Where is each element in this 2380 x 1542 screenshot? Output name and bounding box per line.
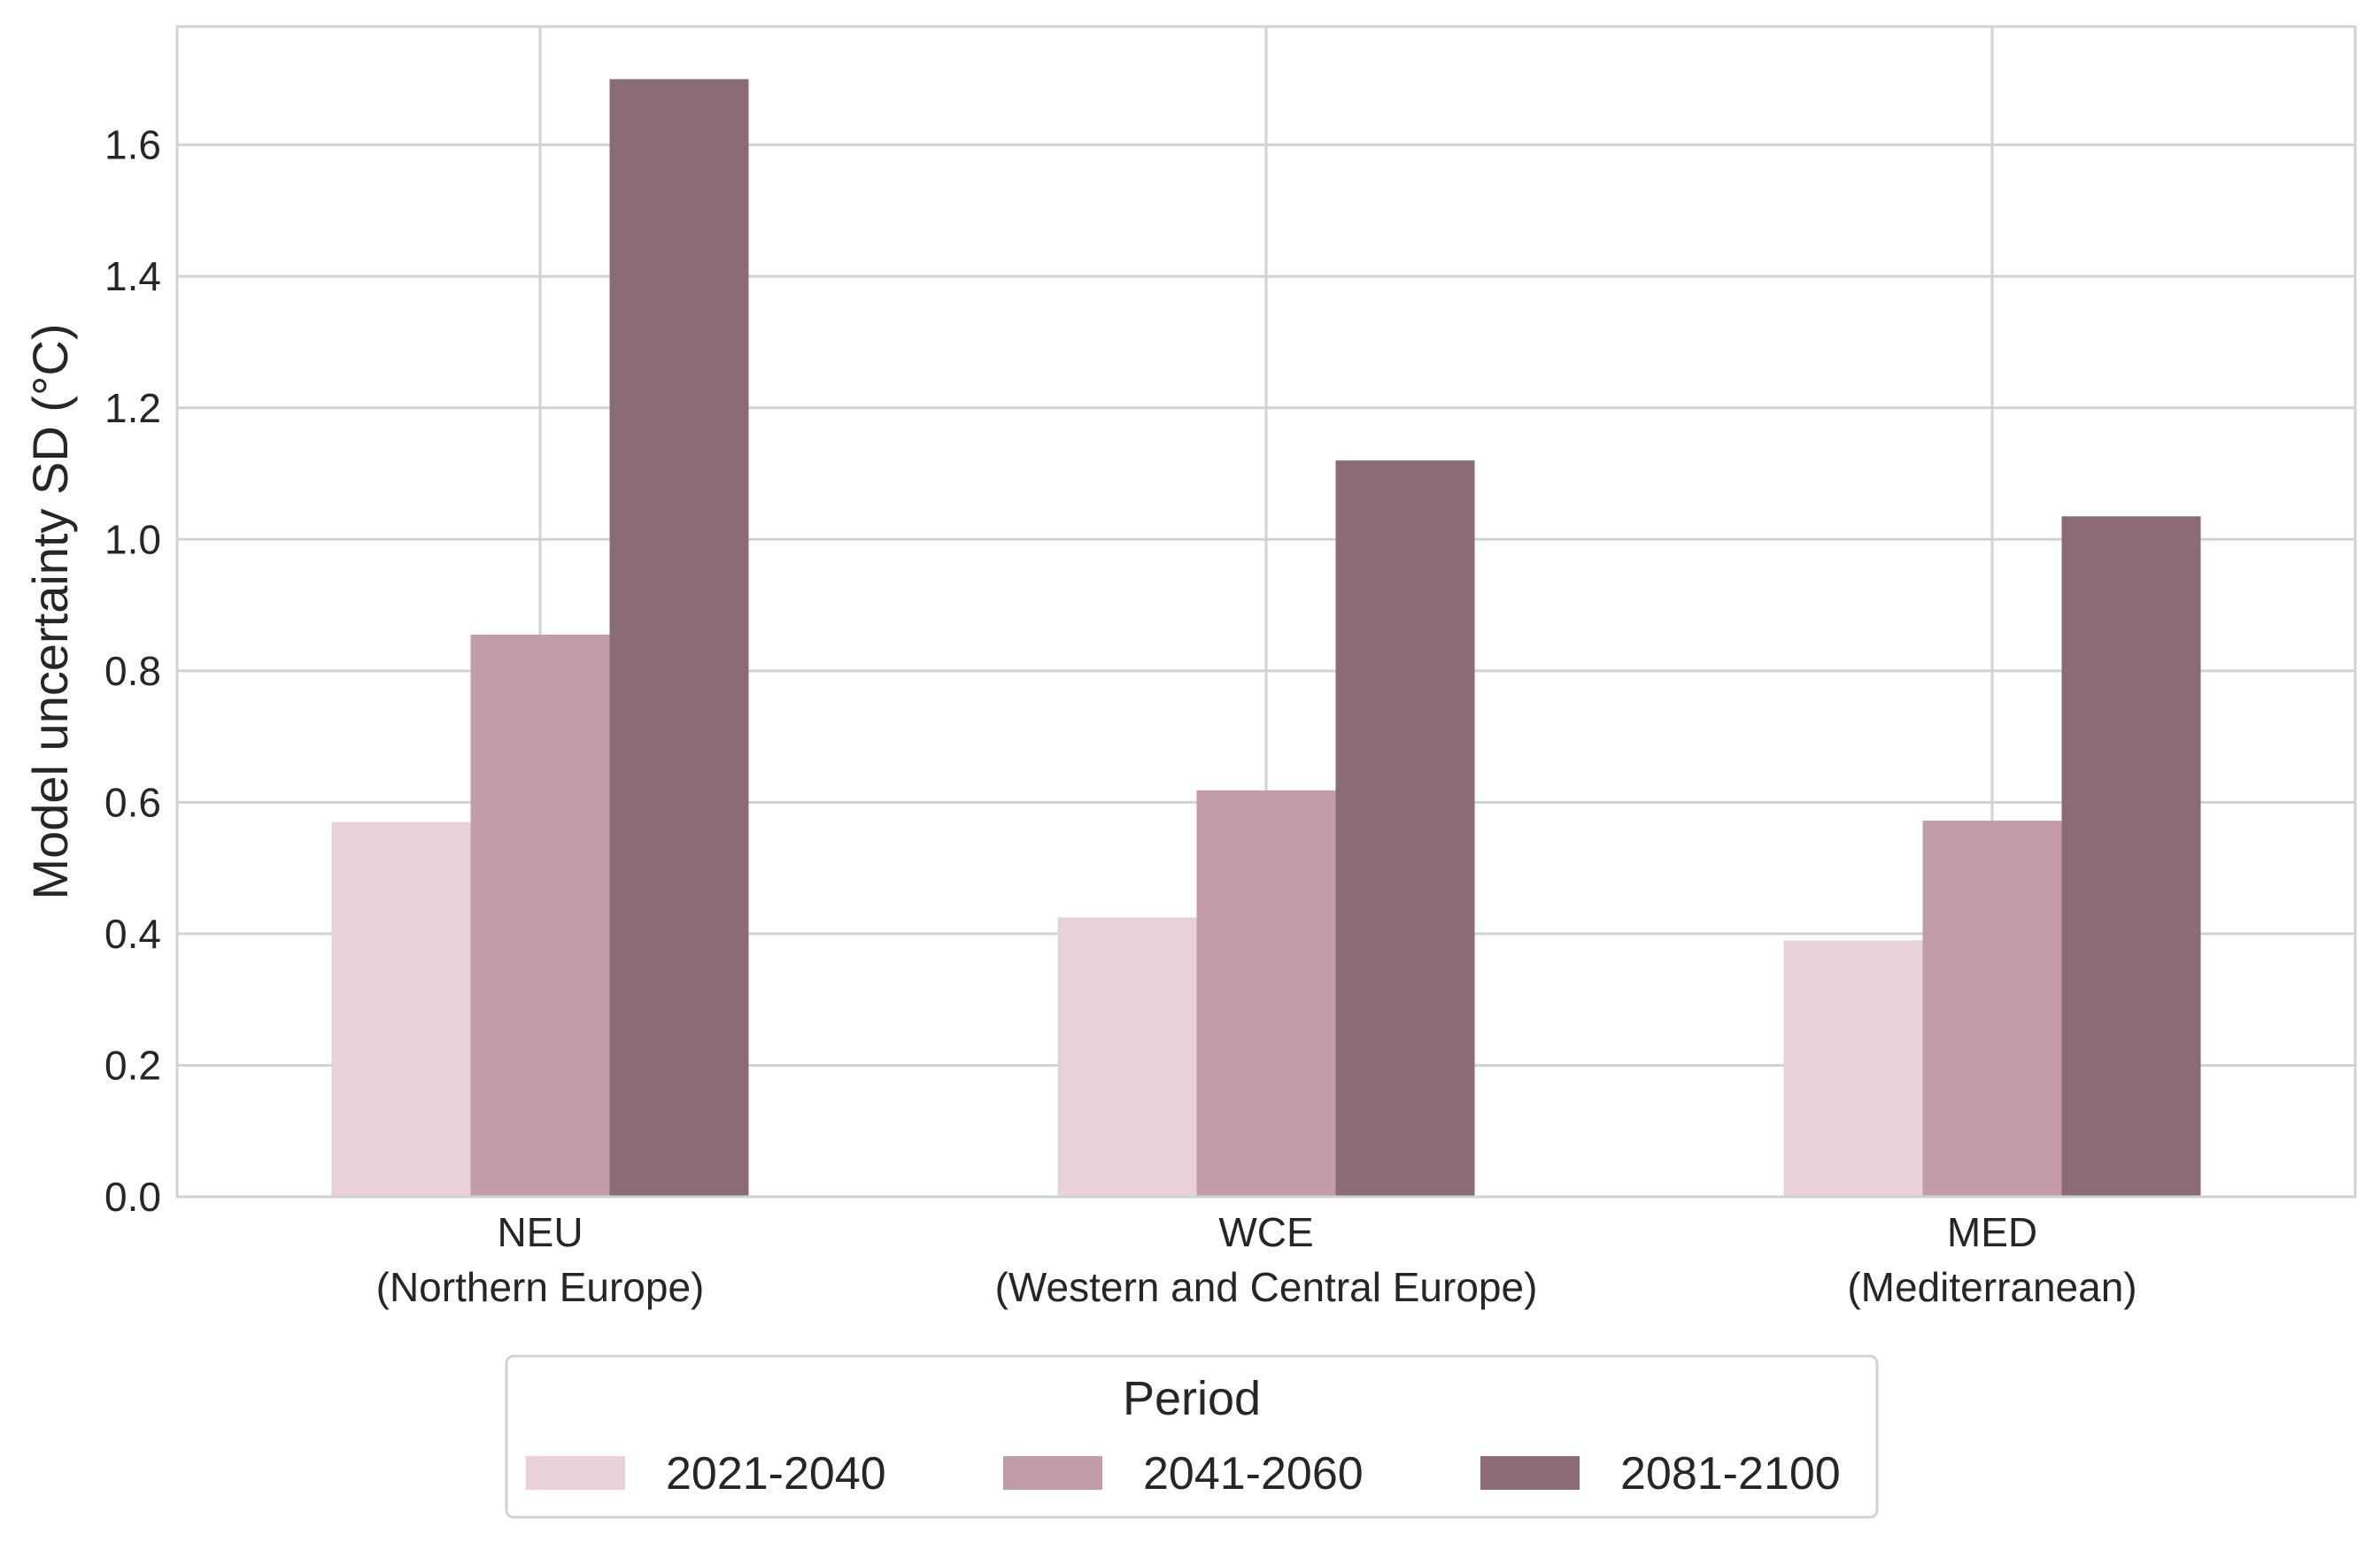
bars bbox=[331, 79, 2201, 1197]
y-tick-labels: 0.0 0.2 0.4 0.6 0.8 1.0 1.2 1.4 1.6 bbox=[104, 122, 161, 1220]
x-tick-sublabel: (Western and Central Europe) bbox=[995, 1264, 1538, 1310]
bar-2041-2060-MED bbox=[1922, 821, 2062, 1197]
x-tick-label: MED bbox=[1947, 1209, 2037, 1255]
bar-2081-2100-MED bbox=[2061, 516, 2201, 1197]
x-tick-labels: NEU (Northern Europe) WCE (Western and Cent… bbox=[376, 1209, 2137, 1310]
plot-frame bbox=[175, 25, 2357, 1199]
legend-swatch bbox=[1480, 1456, 1580, 1490]
x-tick-label: NEU bbox=[497, 1209, 583, 1255]
bar-2021-2040-MED bbox=[1783, 940, 1923, 1197]
y-tick-label: 1.6 bbox=[104, 122, 161, 168]
y-tick-label: 1.2 bbox=[104, 385, 161, 431]
legend-swatch bbox=[1003, 1456, 1102, 1490]
x-tick-sublabel: (Northern Europe) bbox=[376, 1264, 705, 1310]
bar-2041-2060-NEU bbox=[470, 634, 610, 1197]
y-axis-label: Model uncertainty SD (°C) bbox=[22, 323, 78, 899]
y-tick-label: 0.8 bbox=[104, 648, 161, 694]
bar-2081-2100-WCE bbox=[1335, 460, 1475, 1197]
legend-items: 2021-2040 2041-2060 2081-2100 bbox=[526, 1448, 1841, 1500]
legend-label: 2021-2040 bbox=[666, 1448, 886, 1500]
bar-2021-2040-WCE bbox=[1057, 917, 1197, 1197]
legend-title: Period bbox=[1123, 1372, 1261, 1425]
x-tick-sublabel: (Mediterranean) bbox=[1847, 1264, 2137, 1310]
bar-2041-2060-WCE bbox=[1196, 790, 1336, 1197]
x-tick-label: WCE bbox=[1218, 1209, 1313, 1255]
legend-label: 2081-2100 bbox=[1620, 1448, 1841, 1500]
y-tick-label: 1.4 bbox=[104, 253, 161, 299]
y-tick-label: 0.4 bbox=[104, 911, 161, 957]
y-tick-label: 0.2 bbox=[104, 1042, 161, 1088]
legend: Period 2021-2040 2041-2060 2081-2100 bbox=[505, 1354, 1879, 1519]
y-tick-label: 0.0 bbox=[104, 1174, 161, 1220]
bar-2081-2100-NEU bbox=[609, 79, 749, 1197]
legend-swatch bbox=[526, 1456, 625, 1490]
legend-label: 2041-2060 bbox=[1143, 1448, 1364, 1500]
y-tick-label: 0.6 bbox=[104, 779, 161, 825]
y-tick-label: 1.0 bbox=[104, 516, 161, 562]
bar-2021-2040-NEU bbox=[331, 821, 471, 1197]
